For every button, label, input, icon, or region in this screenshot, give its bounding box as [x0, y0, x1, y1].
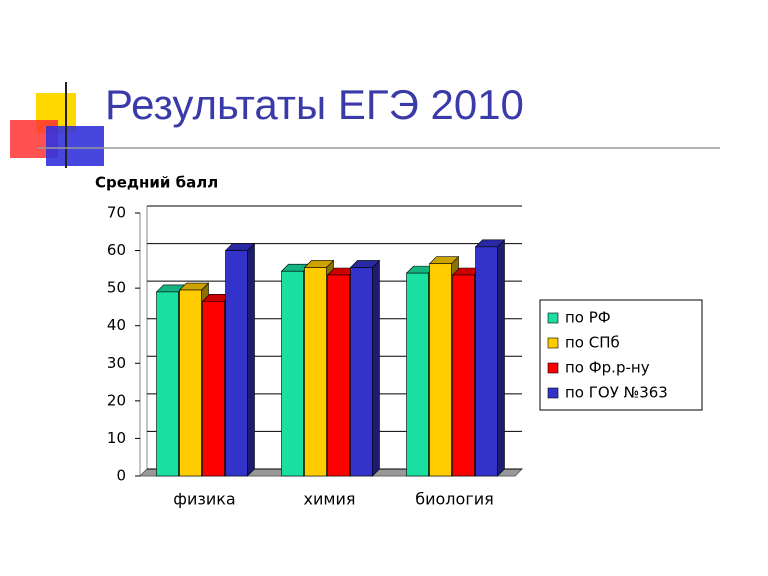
bar — [327, 274, 350, 477]
y-tick-label: 50 — [107, 279, 126, 297]
bar — [350, 267, 373, 477]
y-tick-label: 30 — [107, 354, 126, 372]
legend-label: по СПб — [565, 334, 620, 352]
y-tick-label: 10 — [107, 429, 126, 447]
decoration — [10, 82, 720, 168]
bar — [406, 272, 429, 477]
y-tick-label: 20 — [107, 391, 126, 409]
legend-label: по ГОУ №363 — [565, 384, 668, 402]
axis-title: Средний балл — [95, 174, 218, 192]
bar — [179, 289, 202, 477]
bar — [156, 291, 179, 477]
bar — [225, 250, 248, 477]
bar-side — [497, 239, 505, 477]
bar — [475, 246, 498, 477]
y-tick-label: 0 — [116, 467, 126, 485]
legend-swatch — [547, 337, 559, 349]
legend-box — [539, 299, 703, 411]
bar — [281, 270, 304, 477]
chart-title: Результаты ЕГЭ 2010 — [105, 81, 524, 128]
bar — [429, 263, 452, 477]
bar-side — [247, 242, 255, 477]
x-tick-label: физика — [173, 490, 235, 509]
legend-swatch — [547, 362, 559, 374]
legend-label: по РФ — [565, 309, 611, 327]
bar-side — [372, 259, 380, 477]
legend-label: по Фр.р-ну — [565, 359, 650, 377]
bar — [202, 300, 225, 477]
legend-swatch — [547, 312, 559, 324]
y-tick-label: 70 — [107, 204, 126, 222]
bar — [304, 267, 327, 477]
legend-swatch — [547, 387, 559, 399]
y-tick-label: 60 — [107, 241, 126, 259]
x-tick-label: химия — [304, 490, 356, 509]
bar — [452, 274, 475, 477]
x-tick-label: биология — [415, 490, 494, 509]
y-tick-label: 40 — [107, 316, 126, 334]
